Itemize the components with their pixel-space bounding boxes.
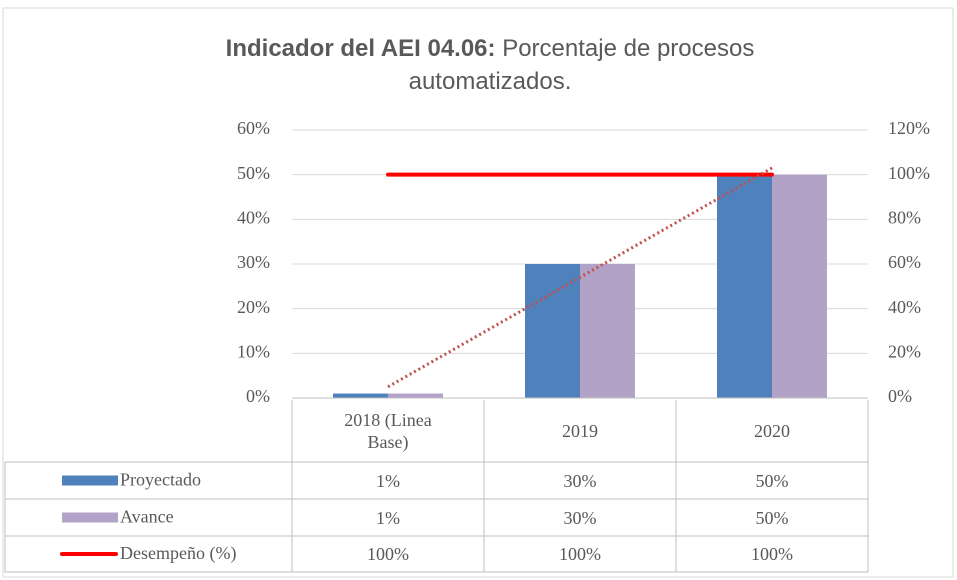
chart-border bbox=[2, 7, 954, 578]
title-text: Porcentaje de procesos automatizados. bbox=[408, 35, 755, 95]
y-tick-label: 10% bbox=[237, 341, 270, 361]
y-tick-label: 40% bbox=[237, 207, 270, 227]
bar bbox=[525, 264, 580, 398]
y2-tick-label: 40% bbox=[888, 297, 921, 317]
table-value-text: 100% bbox=[751, 544, 793, 564]
y-tick-label: 30% bbox=[237, 252, 270, 272]
table-value-text: 1% bbox=[376, 470, 400, 491]
table-value-text: 100% bbox=[367, 544, 409, 564]
y2-tick-label: 0% bbox=[888, 386, 912, 406]
y2-tick-label: 80% bbox=[888, 207, 921, 227]
table-value-text: 1% bbox=[376, 507, 400, 528]
x-tick-label: 2018 (Linea Base) bbox=[292, 400, 484, 462]
bar bbox=[717, 174, 772, 398]
table-value: 50% bbox=[676, 499, 868, 536]
y2-tick-label: 20% bbox=[888, 341, 921, 361]
y2-tick-label: 60% bbox=[888, 252, 921, 272]
legend-label: Desempeño (%) bbox=[120, 543, 236, 564]
x-tick-label: 2019 bbox=[484, 400, 676, 462]
legend-key bbox=[62, 475, 118, 486]
table-value-text: 30% bbox=[563, 470, 597, 491]
legend-key bbox=[62, 512, 118, 523]
table-value: 50% bbox=[676, 462, 868, 499]
y2-tick-label: 120% bbox=[888, 118, 930, 138]
x-tick-label-text: 2018 (Linea Base) bbox=[344, 410, 432, 452]
x-tick-label-text: 2020 bbox=[754, 421, 790, 441]
y-tick-label: 0% bbox=[246, 386, 270, 406]
legend-label: Avance bbox=[120, 507, 174, 527]
x-tick-label: 2020 bbox=[676, 400, 868, 462]
legend-label: Proyectado bbox=[120, 470, 201, 490]
trendline bbox=[387, 166, 773, 389]
table-value: 100% bbox=[676, 536, 868, 572]
table-value-text: 100% bbox=[559, 544, 601, 564]
table-value-text: 30% bbox=[563, 507, 597, 528]
bar bbox=[580, 264, 635, 398]
y-tick-label: 60% bbox=[237, 118, 270, 138]
title-bold: Indicador del AEI 04.06: bbox=[225, 35, 496, 62]
bar bbox=[772, 174, 827, 398]
bar bbox=[333, 393, 388, 398]
x-tick-label-text: 2019 bbox=[562, 421, 598, 441]
y-tick-label: 20% bbox=[237, 297, 270, 317]
table-value: 1% bbox=[292, 462, 484, 499]
table-value: 30% bbox=[484, 499, 676, 536]
y-tick-label: 50% bbox=[237, 163, 270, 183]
table-value: 30% bbox=[484, 462, 676, 499]
table-value-text: 50% bbox=[755, 507, 789, 528]
chart-title: Indicador del AEI 04.06: Porcentaje de p… bbox=[160, 32, 820, 98]
y2-tick-label: 100% bbox=[888, 163, 930, 183]
table-value: 100% bbox=[292, 536, 484, 572]
bar bbox=[388, 393, 443, 398]
table-value: 100% bbox=[484, 536, 676, 572]
table-value: 1% bbox=[292, 499, 484, 536]
table-value-text: 50% bbox=[755, 470, 789, 491]
